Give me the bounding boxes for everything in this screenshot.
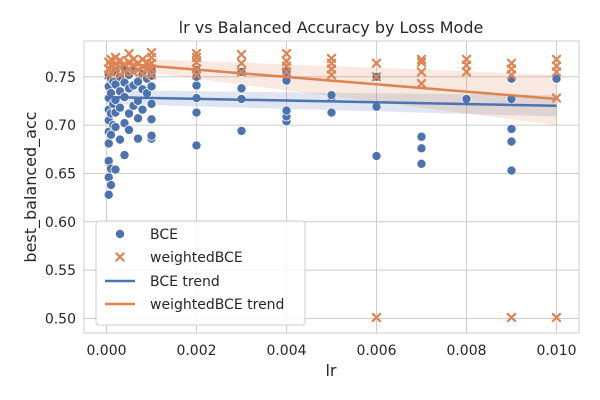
weightedbce-point (146, 47, 157, 58)
weightedbce-point (281, 56, 292, 67)
bce-point (146, 98, 157, 109)
legend-label: weightedBCE trend (150, 297, 284, 313)
bce-point (110, 164, 121, 175)
weightedbce-point (110, 52, 121, 63)
weightedbce-point (326, 53, 337, 64)
weightedbce-point (461, 54, 472, 65)
weightedbce-point (416, 67, 427, 77)
bce-point (416, 158, 427, 169)
y-tick-label: 0.70 (45, 118, 76, 134)
weightedbce-point (551, 61, 562, 71)
bce-point (146, 130, 157, 141)
weightedbce-point (371, 58, 382, 68)
trend-line (106, 95, 557, 108)
bce-point (146, 81, 157, 92)
weightedbce-point (371, 312, 382, 323)
legend-label: weightedBCE (150, 250, 243, 266)
weightedbce-point (461, 67, 472, 77)
bce-point (124, 108, 135, 119)
bce-point (551, 73, 562, 84)
legend-marker (115, 252, 125, 262)
bce-point (326, 90, 337, 101)
weightedbce-point (506, 312, 517, 323)
weightedbce-point (137, 54, 148, 65)
x-tick-label: 0.008 (446, 343, 486, 359)
x-tick-label: 0.004 (266, 343, 306, 359)
weightedbce-point (191, 48, 202, 59)
x-tick-label: 0.000 (86, 343, 126, 359)
bce-point (506, 136, 517, 147)
bce-point (416, 131, 427, 142)
weightedbce-point (281, 48, 292, 59)
weightedbce-point (119, 67, 130, 77)
weightedbce-point (416, 54, 427, 65)
y-tick-label: 0.50 (45, 311, 76, 327)
legend-marker (115, 228, 126, 239)
y-tick-label: 0.60 (45, 215, 76, 231)
legend-label: BCE (150, 227, 178, 243)
y-tick-label: 0.75 (45, 70, 76, 86)
bce-point (326, 107, 337, 118)
trend-line (106, 61, 557, 101)
legend: BCE weightedBCE BCE trend weightedBCE trend (95, 220, 306, 326)
weightedbce-point (115, 70, 125, 80)
weightedbce-point (106, 67, 116, 77)
weightedbce-point (416, 78, 427, 89)
bce-point (461, 94, 472, 105)
bce-point (506, 165, 517, 176)
bce-point (124, 124, 135, 135)
weightedbce-point (506, 58, 517, 68)
weightedbce-point (236, 49, 247, 60)
bce-point (191, 80, 202, 91)
trend-lines (106, 61, 557, 108)
bce-point (137, 104, 148, 115)
weightedbce-point (128, 67, 139, 77)
bce-point (103, 189, 114, 200)
bce-point (281, 105, 292, 116)
bce-point (191, 140, 202, 151)
tick-labels: 0.000 0.002 0.004 0.006 0.008 0.010 0.50 0.55 0.… (45, 70, 577, 359)
x-tick-label: 0.006 (356, 343, 396, 359)
bce-point (416, 143, 427, 154)
bce-point (103, 138, 114, 149)
bce-point (115, 102, 126, 113)
bce-point (110, 122, 121, 133)
x-tick-label: 0.002 (176, 343, 216, 359)
weightedbce-point (371, 72, 382, 82)
bce-point (146, 114, 157, 125)
bce-point (106, 129, 117, 140)
legend-box (95, 220, 306, 326)
x-tick-label: 0.010 (536, 343, 576, 359)
y-tick-label: 0.55 (45, 263, 76, 279)
bce-point (506, 123, 517, 134)
legend-label: BCE trend (150, 274, 220, 290)
weightedbce-point (551, 312, 562, 323)
data-points (103, 47, 562, 323)
bce-point (132, 133, 143, 144)
confidence-band (106, 90, 557, 117)
bce-point (132, 113, 143, 124)
x-axis-label: lr (325, 361, 336, 380)
bce-point (119, 150, 130, 161)
y-axis-label: best_balanced_acc (21, 111, 41, 262)
bce-point (106, 180, 117, 191)
bce-point (371, 151, 382, 162)
bce-point (191, 107, 202, 118)
weightedbce-point (416, 57, 427, 67)
weightedbce-point (551, 54, 562, 65)
y-tick-label: 0.65 (45, 166, 76, 182)
bce-point (236, 125, 247, 136)
bce-point (115, 134, 126, 145)
chart-title: lr vs Balanced Accuracy by Loss Mode (179, 18, 484, 37)
bce-point (236, 83, 247, 94)
weightedbce-point (236, 58, 247, 68)
